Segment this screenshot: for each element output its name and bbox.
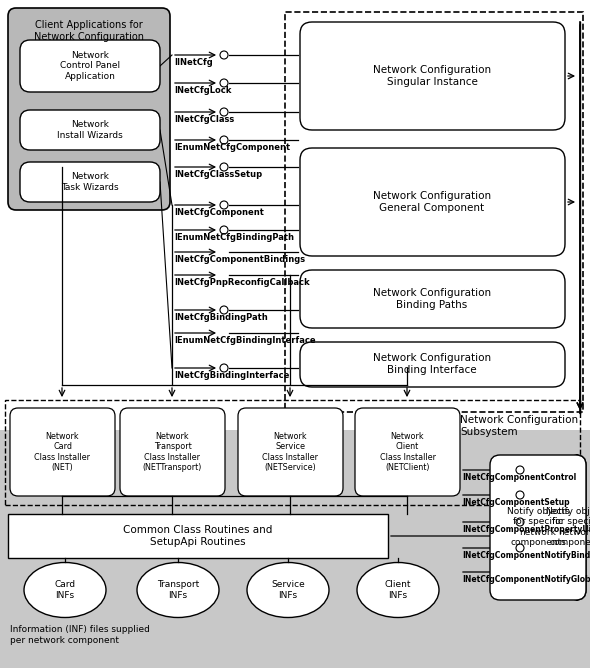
- Text: INetCfgComponentSetup: INetCfgComponentSetup: [462, 498, 569, 507]
- Text: INetCfgBindingPath: INetCfgBindingPath: [174, 313, 268, 322]
- Text: INetCfgClassSetup: INetCfgClassSetup: [174, 170, 262, 179]
- Text: Card
INFs: Card INFs: [54, 580, 76, 600]
- Text: Network
Service
Class Installer
(NETService): Network Service Class Installer (NETServ…: [263, 432, 319, 472]
- FancyBboxPatch shape: [490, 455, 586, 600]
- Text: INetCfgComponentControl: INetCfgComponentControl: [462, 473, 576, 482]
- Ellipse shape: [247, 562, 329, 617]
- Text: INetCfgComponentBindings: INetCfgComponentBindings: [174, 255, 305, 264]
- Text: Network
Control Panel
Application: Network Control Panel Application: [60, 51, 120, 81]
- FancyBboxPatch shape: [120, 408, 225, 496]
- Circle shape: [220, 163, 228, 171]
- Circle shape: [220, 51, 228, 59]
- Text: Network
Client
Class Installer
(NETClient): Network Client Class Installer (NETClien…: [379, 432, 435, 472]
- Text: IEnumNetCfgBindingPath: IEnumNetCfgBindingPath: [174, 233, 294, 242]
- FancyBboxPatch shape: [20, 162, 160, 202]
- Text: Network Configuration
Subsystem: Network Configuration Subsystem: [460, 415, 578, 437]
- FancyBboxPatch shape: [300, 342, 565, 387]
- Circle shape: [516, 544, 524, 552]
- Circle shape: [516, 491, 524, 499]
- Text: IINetCfg: IINetCfg: [174, 58, 213, 67]
- Text: Client
INFs: Client INFs: [385, 580, 411, 600]
- FancyBboxPatch shape: [568, 455, 586, 600]
- Text: IEnumNetCfgBindingInterface: IEnumNetCfgBindingInterface: [174, 336, 316, 345]
- FancyBboxPatch shape: [20, 40, 160, 92]
- Text: Network Configuration
Binding Interface: Network Configuration Binding Interface: [373, 353, 491, 375]
- Text: Client Applications for
Network Configuration: Client Applications for Network Configur…: [34, 20, 144, 41]
- Text: IEnumNetCfgComponent: IEnumNetCfgComponent: [174, 143, 290, 152]
- Text: Common Class Routines and
SetupApi Routines: Common Class Routines and SetupApi Routi…: [123, 525, 273, 547]
- FancyBboxPatch shape: [10, 408, 115, 496]
- Circle shape: [220, 226, 228, 234]
- Ellipse shape: [24, 562, 106, 617]
- Circle shape: [220, 201, 228, 209]
- FancyBboxPatch shape: [300, 270, 565, 328]
- FancyBboxPatch shape: [300, 148, 565, 256]
- Bar: [285, 12, 583, 412]
- Ellipse shape: [137, 562, 219, 617]
- FancyBboxPatch shape: [8, 8, 170, 210]
- Text: Notify objects
for specific
network
components: Notify objects for specific network comp…: [546, 507, 590, 547]
- Text: Notify objects
for specific
network
components: Notify objects for specific network comp…: [507, 507, 569, 547]
- Text: INetCfgPnpReconfigCallback: INetCfgPnpReconfigCallback: [174, 278, 310, 287]
- Text: Transport
INFs: Transport INFs: [157, 580, 199, 600]
- Circle shape: [220, 364, 228, 372]
- Text: INetCfgBindingInterface: INetCfgBindingInterface: [174, 371, 289, 380]
- Circle shape: [220, 306, 228, 314]
- Circle shape: [220, 79, 228, 87]
- Text: INetCfgComponentPropertyUi: INetCfgComponentPropertyUi: [462, 525, 590, 534]
- Circle shape: [220, 108, 228, 116]
- Text: INetCfgComponentNotifyBinding: INetCfgComponentNotifyBinding: [462, 551, 590, 560]
- FancyBboxPatch shape: [20, 110, 160, 150]
- Text: INetCfgLock: INetCfgLock: [174, 86, 231, 95]
- Text: Network
Install Wizards: Network Install Wizards: [57, 120, 123, 140]
- Bar: [5, 400, 580, 505]
- Circle shape: [220, 136, 228, 144]
- FancyBboxPatch shape: [355, 408, 460, 496]
- Text: Network
Card
Class Installer
(NET): Network Card Class Installer (NET): [34, 432, 90, 472]
- Text: Network Configuration
General Component: Network Configuration General Component: [373, 191, 491, 213]
- Text: INetCfgComponent: INetCfgComponent: [174, 208, 264, 217]
- FancyBboxPatch shape: [238, 408, 343, 496]
- FancyBboxPatch shape: [300, 22, 565, 130]
- Text: Network
Task Wizards: Network Task Wizards: [61, 172, 119, 192]
- Text: Information (INF) files supplied
per network component: Information (INF) files supplied per net…: [10, 625, 150, 645]
- Bar: [0, 430, 590, 668]
- Bar: [8, 514, 388, 558]
- Ellipse shape: [357, 562, 439, 617]
- Text: Service
INFs: Service INFs: [271, 580, 305, 600]
- Text: Network Configuration
Binding Paths: Network Configuration Binding Paths: [373, 288, 491, 310]
- Circle shape: [516, 518, 524, 526]
- Circle shape: [516, 466, 524, 474]
- Text: Network
Transport
Class Installer
(NETTransport): Network Transport Class Installer (NETTr…: [143, 432, 202, 472]
- Text: INetCfgComponentNotifyGlobal: INetCfgComponentNotifyGlobal: [462, 575, 590, 584]
- Text: INetCfgClass: INetCfgClass: [174, 115, 234, 124]
- Text: Network Configuration
Singular Instance: Network Configuration Singular Instance: [373, 65, 491, 87]
